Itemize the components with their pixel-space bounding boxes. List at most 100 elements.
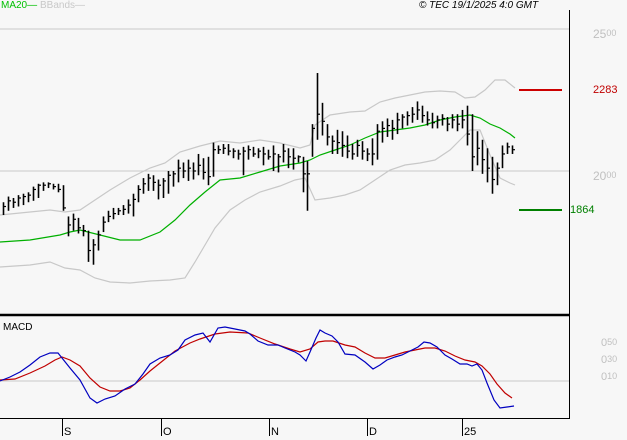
ohlc-bar bbox=[471, 114, 475, 171]
x-tick-label: S bbox=[64, 426, 72, 438]
ohlc-bar bbox=[401, 114, 405, 129]
y-tick-2000: 2000 bbox=[593, 170, 616, 182]
ohlc-bar bbox=[122, 205, 126, 216]
ohlc-bar bbox=[162, 178, 166, 198]
bbands-upper-path bbox=[0, 79, 516, 216]
ohlc-bar bbox=[456, 114, 460, 132]
copyright-timestamp: © TEC 19/1/2025 4:0 GMT bbox=[419, 0, 539, 11]
ohlc-bar bbox=[52, 183, 56, 190]
ohlc-bar bbox=[202, 158, 206, 180]
support-label: 1864 bbox=[570, 204, 595, 216]
ohlc-bar bbox=[396, 112, 400, 135]
ohlc-bar bbox=[282, 144, 286, 163]
ohlc-bar bbox=[102, 216, 106, 233]
legend-ma20-swatch: — bbox=[27, 0, 38, 11]
ohlc-bar bbox=[306, 161, 310, 211]
ohlc-bar bbox=[316, 73, 320, 140]
x-tick-label: 25 bbox=[464, 426, 477, 438]
price-levels bbox=[519, 89, 562, 211]
ohlc-bar bbox=[506, 142, 510, 154]
ohlc-bar bbox=[311, 124, 315, 157]
ohlc-bar bbox=[77, 217, 81, 234]
legend-bbands: BBands— bbox=[40, 0, 85, 12]
ohlc-bar bbox=[117, 207, 121, 216]
ohlc-bar bbox=[232, 148, 236, 159]
ohlc-bar bbox=[12, 197, 16, 208]
grid-lines bbox=[0, 28, 569, 382]
ohlc-bar bbox=[381, 121, 385, 143]
ohlc-bar bbox=[187, 159, 191, 181]
ohlc-bar bbox=[376, 124, 380, 160]
ohlc-bar bbox=[371, 138, 375, 166]
macd-tick-sup: 30 bbox=[607, 354, 618, 364]
ohlc-bar bbox=[326, 124, 330, 146]
ohlc-bar bbox=[406, 111, 410, 126]
ohlc-bar bbox=[366, 148, 370, 162]
ohlc-bar bbox=[47, 182, 51, 189]
ohlc-bar bbox=[42, 182, 46, 191]
ohlc-bar bbox=[446, 117, 450, 132]
macd-tick-main: 0 bbox=[601, 371, 608, 383]
ohlc-bars bbox=[2, 73, 515, 265]
resistance-label: 2283 bbox=[593, 84, 618, 96]
ohlc-bar bbox=[461, 109, 465, 129]
ohlc-bar bbox=[112, 207, 116, 220]
chart-frame bbox=[0, 10, 570, 419]
ohlc-bar bbox=[167, 171, 171, 194]
ohlc-bar bbox=[182, 162, 186, 179]
ohlc-bar bbox=[486, 148, 490, 183]
ohlc-bar bbox=[272, 145, 276, 171]
ohlc-bar bbox=[302, 156, 306, 193]
macd-tick-main: 0 bbox=[601, 354, 608, 366]
ohlc-bar bbox=[511, 145, 515, 154]
ohlc-bar bbox=[142, 178, 146, 194]
legend-ma20-label: MA20 bbox=[1, 0, 28, 11]
ohlc-bar bbox=[346, 135, 350, 159]
ohlc-bar bbox=[22, 193, 26, 206]
ohlc-bar bbox=[336, 129, 340, 154]
ohlc-bar bbox=[411, 107, 415, 123]
ohlc-bar bbox=[321, 102, 325, 136]
ohlc-bar bbox=[2, 202, 6, 216]
ohlc-bar bbox=[242, 146, 246, 176]
y-tick-main: 20 bbox=[593, 169, 607, 183]
macd-sig-path bbox=[0, 331, 513, 399]
ohlc-bar bbox=[217, 145, 221, 154]
macd-tick-050: 050 bbox=[601, 337, 617, 349]
macd-tick-sup: 10 bbox=[607, 371, 618, 381]
macd-line-path bbox=[0, 326, 515, 409]
ohlc-bar bbox=[351, 144, 355, 160]
macd-tick-sup: 50 bbox=[607, 337, 618, 347]
ohlc-bar bbox=[197, 153, 201, 176]
bbands-lower-path bbox=[0, 129, 516, 284]
ohlc-bar bbox=[237, 149, 241, 160]
ohlc-bar bbox=[247, 145, 251, 160]
ohlc-bar bbox=[466, 105, 470, 146]
ohlc-bar bbox=[222, 144, 226, 154]
ohlc-bar bbox=[132, 193, 136, 217]
ohlc-bar bbox=[37, 183, 41, 198]
ohlc-bar bbox=[491, 156, 495, 194]
y-tick-2500: 2500 bbox=[593, 28, 616, 40]
ohlc-bar bbox=[287, 148, 291, 169]
x-tick-label: D bbox=[369, 426, 377, 438]
ohlc-bar bbox=[87, 230, 91, 262]
ohlc-bar bbox=[451, 114, 455, 129]
ohlc-bar bbox=[496, 162, 500, 186]
macd-tick-main: 0 bbox=[601, 337, 608, 349]
ohlc-bar bbox=[426, 111, 430, 126]
y-tick-main: 25 bbox=[593, 27, 607, 41]
ohlc-bar bbox=[331, 135, 335, 154]
ohlc-bar bbox=[441, 114, 445, 126]
ohlc-bar bbox=[72, 213, 76, 231]
y-tick-sup: 00 bbox=[606, 28, 617, 38]
ohlc-bar bbox=[421, 105, 425, 123]
ohlc-bar bbox=[476, 131, 480, 166]
ohlc-bar bbox=[207, 156, 211, 186]
ohlc-bar bbox=[27, 192, 31, 203]
macd-tick-010: 010 bbox=[601, 371, 617, 383]
ohlc-bar bbox=[262, 146, 266, 166]
legend-bbands-label: BBands bbox=[40, 0, 76, 11]
ohlc-bar bbox=[292, 148, 296, 170]
ohlc-bar bbox=[127, 199, 131, 214]
